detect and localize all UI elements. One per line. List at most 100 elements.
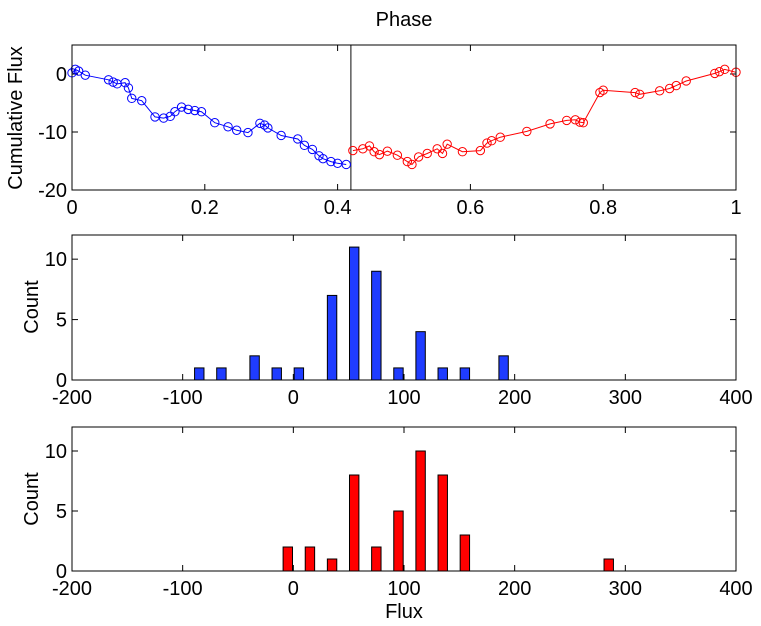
panel1-ylabel: Cumulative Flux — [5, 46, 27, 189]
data-point-blue — [120, 78, 130, 88]
data-point-red — [575, 117, 585, 127]
data-point-blue — [318, 153, 328, 164]
data-point-red — [486, 136, 497, 146]
histogram-bar — [348, 474, 360, 572]
panel3-xlabel: Flux — [385, 601, 423, 623]
x-tick-label: -200 — [52, 578, 92, 600]
data-point-blue — [183, 104, 193, 115]
data-point-blue — [73, 66, 84, 76]
data-point-blue — [196, 107, 207, 117]
data-point-red — [635, 89, 645, 100]
series-line-blue — [71, 68, 347, 165]
data-point-red — [495, 132, 505, 142]
histogram-bar — [459, 367, 471, 381]
data-point-red — [710, 68, 720, 79]
histogram-bar — [304, 546, 316, 572]
data-point-blue — [210, 118, 220, 128]
data-point-red — [578, 118, 588, 128]
data-point-blue — [123, 83, 134, 93]
x-tick-label: 0.4 — [324, 197, 352, 219]
histogram-bar — [194, 367, 205, 381]
y-tick-label: -10 — [38, 122, 67, 144]
data-point-red — [382, 146, 393, 156]
data-point-blue — [103, 75, 114, 85]
data-point-red — [413, 152, 424, 162]
plot-frame — [71, 234, 737, 381]
data-point-red — [570, 115, 581, 125]
x-tick-label: 100 — [387, 387, 420, 409]
y-tick-label: 5 — [56, 310, 67, 332]
x-tick-label: 0.8 — [589, 197, 617, 219]
histogram-bar — [293, 367, 305, 381]
histogram-bar — [498, 355, 509, 381]
histogram-bar — [459, 534, 471, 572]
data-point-blue — [190, 105, 200, 116]
data-point-red — [457, 147, 468, 157]
data-point-blue — [176, 102, 187, 112]
y-tick-label: 0 — [56, 561, 67, 583]
panel2-blue-histogram: -200 -100 0 100 200 300 400 0 5 10 — [45, 234, 753, 409]
data-point-blue — [299, 140, 310, 151]
histogram-bar — [415, 331, 426, 381]
histogram-bar — [282, 546, 294, 572]
data-point-red — [407, 159, 417, 170]
data-point-blue — [127, 93, 137, 104]
panel3-red-histogram: -200 -100 0 100 200 300 400 0 5 10 — [45, 426, 753, 600]
data-point-red — [475, 145, 486, 156]
data-point-red — [595, 87, 605, 98]
x-tick-label: -100 — [163, 578, 203, 600]
data-point-blue — [170, 107, 180, 117]
x-tick-label: 0 — [288, 387, 299, 409]
data-point-red — [664, 83, 675, 94]
data-point-blue — [326, 156, 336, 167]
data-point-red — [630, 87, 640, 98]
data-point-blue — [307, 144, 318, 155]
x-tick-label: 200 — [498, 578, 531, 600]
y-tick-label: 0 — [56, 370, 67, 392]
data-point-red — [720, 64, 730, 75]
series-line-red — [352, 68, 737, 166]
histogram-bar — [216, 367, 227, 381]
x-tick-label: 0 — [66, 197, 77, 219]
data-point-blue — [223, 122, 233, 132]
histogram-bar — [603, 558, 614, 572]
x-tick-label: -200 — [52, 387, 92, 409]
panel3-ylabel: Count — [21, 472, 43, 526]
histogram-bar — [326, 558, 338, 572]
histogram-bar — [371, 270, 382, 381]
data-point-red — [358, 144, 368, 154]
data-point-blue — [137, 95, 147, 106]
data-point-red — [402, 156, 413, 167]
data-point-red — [545, 119, 555, 129]
data-point-red — [392, 150, 403, 160]
histogram-bar — [326, 294, 338, 381]
data-point-red — [598, 85, 608, 95]
data-point-blue — [276, 130, 286, 141]
data-point-red — [422, 148, 432, 159]
plot-frame — [71, 44, 737, 191]
data-point-red — [442, 139, 452, 149]
x-tick-label: 0.6 — [456, 197, 484, 219]
data-point-blue — [80, 70, 90, 80]
x-tick-label: 0.2 — [191, 197, 219, 219]
data-point-red — [432, 144, 442, 154]
histogram-bar — [437, 474, 448, 572]
panel1-cumulative-flux-plot: 0 0.2 0.4 0.6 0.8 1 0 -10 -20 — [38, 44, 742, 219]
x-tick-label: 0 — [288, 578, 299, 600]
data-point-red — [369, 147, 379, 157]
y-tick-label: 10 — [45, 249, 67, 271]
data-point-blue — [158, 113, 169, 123]
data-point-red — [364, 141, 375, 151]
histogram-bar — [249, 355, 260, 381]
y-tick-label: -20 — [38, 180, 67, 202]
x-tick-label: 400 — [719, 578, 752, 600]
data-point-red — [714, 66, 725, 77]
data-point-blue — [341, 159, 351, 170]
data-point-red — [654, 86, 665, 96]
histogram-bar — [393, 367, 404, 381]
x-tick-label: 400 — [719, 387, 752, 409]
x-tick-label: 100 — [387, 578, 420, 600]
panel2-ylabel: Count — [21, 280, 43, 334]
data-point-red — [482, 138, 492, 148]
x-tick-label: 300 — [609, 578, 642, 600]
